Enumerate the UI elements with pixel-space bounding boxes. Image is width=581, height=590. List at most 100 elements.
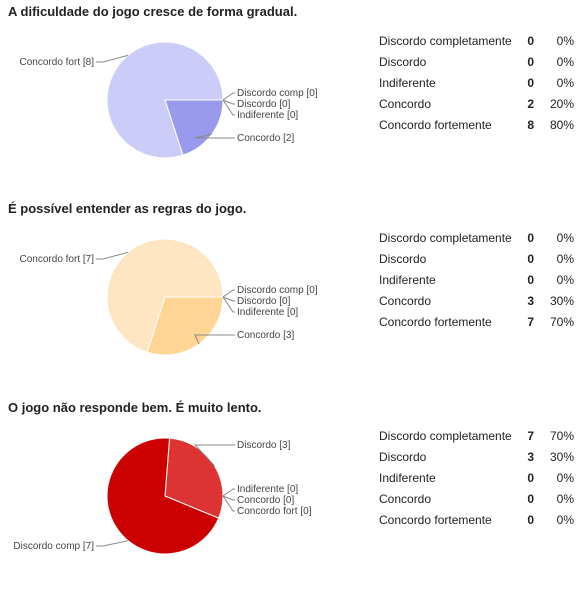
pie-label-discordo-completamente-leader — [222, 92, 235, 101]
stats-label: Discordo completamente — [379, 231, 512, 246]
pie-label-concordo-leader — [222, 495, 235, 501]
question-section-1: A dificuldade do jogo cresce de forma gr… — [0, 4, 581, 194]
stats-count: 7 — [527, 429, 534, 444]
stats-label: Concordo — [379, 96, 432, 111]
stats-row: Concordo fortemente 8 80% — [375, 114, 574, 135]
pie-label-discordo-completamente: Discordo comp [0] — [237, 285, 318, 296]
pie-label-indiferente: Indiferente [0] — [237, 484, 298, 495]
pie-label-concordo-fortemente: Concordo fort [7] — [20, 254, 95, 265]
stats-percent: 0% — [556, 231, 574, 246]
stats-percent: 0% — [556, 491, 574, 506]
pie-label-indiferente-leader — [222, 99, 235, 116]
pie-label-concordo: Concordo [2] — [237, 133, 294, 144]
stats-label: Discordo — [379, 252, 427, 267]
stats-percent: 0% — [556, 252, 574, 267]
pie-label-indiferente-leader — [222, 296, 235, 313]
question-section-3: O jogo não responde bem. É muito lento. … — [0, 400, 581, 590]
pie-label-discordo: Discordo [0] — [237, 99, 291, 110]
pie-label-discordo-completamente-leader — [222, 289, 235, 298]
pie-chart: Concordo fort [7] Concordo [3] Discordo co… — [20, 238, 318, 356]
stats-percent: 20% — [549, 96, 574, 111]
pie-label-concordo-fortemente-leader — [96, 54, 129, 63]
pie-slice-discordo-completamente — [106, 437, 220, 555]
stats-percent: 80% — [549, 117, 574, 132]
stats-row: Concordo 3 30% — [375, 290, 574, 311]
stats-percent: 0% — [556, 75, 574, 90]
stats-count: 0 — [527, 512, 534, 527]
pie-label-discordo-completamente: Discordo comp [0] — [237, 88, 318, 99]
stats-label: Discordo completamente — [379, 34, 512, 49]
stats-count: 8 — [527, 117, 534, 132]
stats-count: 3 — [527, 293, 534, 308]
stats-label: Concordo fortemente — [379, 314, 492, 329]
stats-table: Discordo completamente 0 0% Discordo 0 0… — [375, 228, 574, 332]
stats-table: Discordo completamente 0 0% Discordo 0 0… — [375, 31, 574, 135]
stats-label: Discordo completamente — [379, 429, 512, 444]
stats-label: Indiferente — [379, 75, 436, 90]
stats-row: Discordo completamente 0 0% — [375, 228, 574, 249]
stats-row: Indiferente 0 0% — [375, 468, 574, 489]
pie-label-discordo-completamente-leader — [96, 540, 129, 547]
stats-count: 0 — [527, 491, 534, 506]
stats-count: 0 — [527, 231, 534, 246]
stats-row: Concordo 0 0% — [375, 488, 574, 509]
stats-row: Discordo 0 0% — [375, 52, 574, 73]
stats-row: Discordo 0 0% — [375, 249, 574, 270]
pie-label-discordo-completamente: Discordo comp [7] — [13, 541, 94, 552]
pie-label-discordo: Discordo [0] — [237, 296, 291, 307]
pie-label-indiferente-leader — [222, 488, 235, 497]
stats-label: Concordo — [379, 293, 432, 308]
stats-label: Indiferente — [379, 272, 436, 287]
question-title: É possível entender as regras do jogo. — [8, 201, 247, 216]
stats-count: 0 — [527, 470, 534, 485]
stats-row: Discordo 3 30% — [375, 447, 574, 468]
pie-label-discordo-leader — [193, 444, 235, 467]
stats-label: Concordo — [379, 491, 432, 506]
stats-table: Discordo completamente 7 70% Discordo 3 … — [375, 426, 574, 530]
stats-row: Discordo completamente 7 70% — [375, 426, 574, 447]
pie-slice-concordo-fortemente — [106, 41, 224, 159]
pie-chart: Discordo comp [7] Discordo [3] Indiferente… — [13, 437, 312, 555]
stats-count: 0 — [527, 55, 534, 70]
question-title: A dificuldade do jogo cresce de forma gr… — [8, 4, 298, 19]
stats-percent: 30% — [549, 293, 574, 308]
stats-label: Concordo fortemente — [379, 512, 492, 527]
stats-row: Indiferente 0 0% — [375, 73, 574, 94]
stats-percent: 0% — [556, 55, 574, 70]
pie-label-concordo-fortemente-leader — [96, 251, 129, 260]
pie-label-discordo-leader — [222, 99, 235, 105]
pie-label-concordo-fortemente-leader — [222, 495, 235, 512]
stats-label: Discordo — [379, 55, 427, 70]
stats-percent: 70% — [549, 429, 574, 444]
stats-count: 3 — [527, 450, 534, 465]
stats-label: Concordo fortemente — [379, 117, 492, 132]
pie-label-discordo-leader — [222, 296, 235, 302]
stats-row: Concordo fortemente 0 0% — [375, 509, 574, 530]
pie-chart: Concordo fort [8] Concordo [2] Discordo co… — [20, 41, 318, 159]
pie-slice-discordo — [164, 437, 224, 519]
question-title: O jogo não responde bem. É muito lento. — [8, 400, 262, 415]
stats-percent: 0% — [556, 34, 574, 49]
stats-count: 7 — [527, 314, 534, 329]
stats-percent: 70% — [549, 314, 574, 329]
stats-row: Concordo 2 20% — [375, 93, 574, 114]
pie-label-indiferente: Indiferente [0] — [237, 307, 298, 318]
stats-count: 0 — [527, 34, 534, 49]
pie-slice-concordo-fortemente — [106, 238, 224, 353]
pie-label-discordo: Discordo [3] — [237, 440, 291, 451]
stats-percent: 0% — [556, 272, 574, 287]
pie-label-concordo: Concordo [0] — [237, 495, 294, 506]
stats-row: Concordo fortemente 7 70% — [375, 311, 574, 332]
stats-percent: 0% — [556, 512, 574, 527]
pie-label-concordo-leader — [194, 334, 235, 345]
stats-row: Discordo completamente 0 0% — [375, 31, 574, 52]
pie-label-concordo-fortemente: Concordo fort [8] — [20, 57, 95, 68]
stats-count: 0 — [527, 75, 534, 90]
stats-label: Indiferente — [379, 470, 436, 485]
pie-label-concordo-fortemente: Concordo fort [0] — [237, 506, 312, 517]
stats-count: 0 — [527, 252, 534, 267]
pie-label-concordo: Concordo [3] — [237, 330, 294, 341]
pie-label-concordo-leader — [194, 133, 235, 139]
pie-label-indiferente: Indiferente [0] — [237, 110, 298, 121]
stats-label: Discordo — [379, 450, 427, 465]
